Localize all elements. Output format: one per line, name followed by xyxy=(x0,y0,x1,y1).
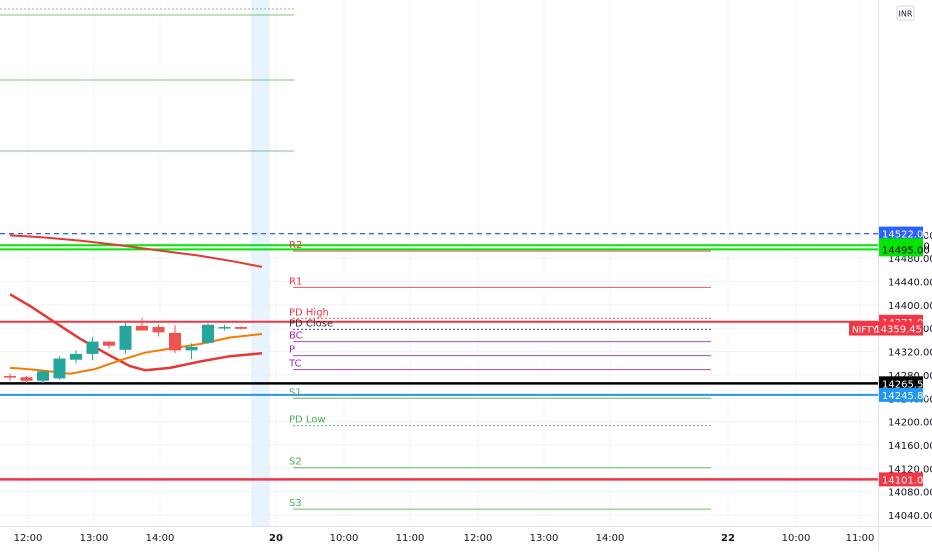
price-tag-label: 14495.00 xyxy=(882,245,930,256)
price-tag-bg xyxy=(879,226,923,241)
y-tick-label: 14200.00 xyxy=(888,418,932,429)
candle-body xyxy=(235,327,247,329)
candlesticks[interactable] xyxy=(4,317,247,384)
price-tags: 14522.0014502.0014495.0014371.0014265.55… xyxy=(849,226,930,487)
pivot-level-label: R2 xyxy=(289,240,302,251)
grid xyxy=(0,0,878,526)
price-tag: 14265.55 xyxy=(879,376,930,391)
price-tag-bg xyxy=(879,242,923,257)
candle-body xyxy=(103,341,115,346)
pivot-level-label: P xyxy=(289,345,295,356)
candle-body xyxy=(53,358,66,379)
price-tag-label: 14245.80 xyxy=(882,391,930,402)
x-tick-label: 13:00 xyxy=(530,533,559,544)
x-tick-label: 14:00 xyxy=(596,533,625,544)
candle-body xyxy=(4,376,16,378)
candle-body xyxy=(136,325,148,331)
price-tag-bg xyxy=(879,387,923,402)
pivot-level-label: PD Close xyxy=(289,318,333,329)
x-tick-label: 12:00 xyxy=(464,533,493,544)
candle-body xyxy=(37,371,49,381)
price-tag: 14522.00 xyxy=(879,226,930,241)
candle[interactable] xyxy=(218,324,231,331)
price-tag-label: 14101.00 xyxy=(882,475,930,486)
time-axis[interactable]: 12:00 13:00 14:00 20 10:00 11:00 12:00 13:00 14:… xyxy=(14,533,875,544)
pivot-level-label: PD High xyxy=(289,307,329,318)
x-tick-label: 10:00 xyxy=(782,533,811,544)
y-tick-label: 14120.00 xyxy=(888,464,932,475)
symbol-price-tag-bg xyxy=(849,321,923,336)
pivot-level-label: TC xyxy=(288,359,302,370)
y-tick-label: 14400.00 xyxy=(888,301,932,312)
x-tick-label: 12:00 xyxy=(14,533,43,544)
candle-body xyxy=(20,377,33,381)
candle[interactable] xyxy=(53,356,66,380)
session-break-highlight xyxy=(251,0,270,526)
y-tick-label: 14320.00 xyxy=(888,348,932,359)
x-tick-label: 11:00 xyxy=(846,533,875,544)
candle[interactable] xyxy=(86,336,99,361)
candle-body xyxy=(218,327,231,329)
price-tag: 14245.80 xyxy=(879,387,930,402)
pivot-level-label: S2 xyxy=(289,457,302,468)
y-tick-label: 14160.00 xyxy=(888,441,932,452)
candle[interactable] xyxy=(37,370,49,384)
currency-label: INR xyxy=(899,10,913,19)
candle[interactable] xyxy=(4,373,16,381)
x-tick-label: 20 xyxy=(269,533,283,544)
candle[interactable] xyxy=(235,326,247,330)
pivot-level-label: BC xyxy=(289,331,303,342)
price-tag: 14101.00 xyxy=(879,472,930,487)
y-tick-label: 14080.00 xyxy=(888,488,932,499)
candle-body xyxy=(152,327,165,333)
candle[interactable] xyxy=(152,324,165,337)
pivot-level-label: S3 xyxy=(289,498,302,509)
x-tick-label: 14:00 xyxy=(146,533,175,544)
pivot-level-label: S1 xyxy=(289,387,302,398)
y-tick-label: 14040.00 xyxy=(888,511,932,522)
y-tick-label: 14440.00 xyxy=(888,278,932,289)
candle-body xyxy=(70,353,82,360)
ma-line-slow xyxy=(9,234,263,268)
candle[interactable] xyxy=(20,376,33,384)
ma-line-medium xyxy=(9,293,263,372)
candle[interactable] xyxy=(119,322,132,354)
candle[interactable] xyxy=(202,323,214,344)
price-tag: 14495.00 xyxy=(879,242,930,257)
pivot-level-label: PD Low xyxy=(289,415,326,426)
price-tag-bg xyxy=(879,472,923,487)
candle[interactable] xyxy=(103,341,115,349)
candle-body xyxy=(169,332,181,351)
candle-body xyxy=(86,341,99,354)
candle[interactable] xyxy=(70,350,82,364)
candle-body xyxy=(119,325,132,350)
candle-body xyxy=(202,324,214,343)
symbol-last-price: 14359.45 xyxy=(874,325,922,336)
currency-badge[interactable]: INR xyxy=(896,5,915,21)
prior-session-lines xyxy=(0,8,294,152)
x-tick-label: 11:00 xyxy=(396,533,425,544)
candle[interactable] xyxy=(136,317,148,331)
price-tag-label: 14522.00 xyxy=(882,230,930,241)
pivot-level-label: R1 xyxy=(289,276,302,287)
candle[interactable] xyxy=(185,343,198,360)
candle[interactable] xyxy=(169,325,181,354)
x-tick-label: 10:00 xyxy=(330,533,359,544)
candle-body xyxy=(185,346,198,351)
price-tag-bg xyxy=(879,376,923,391)
symbol-name: NIFTY xyxy=(852,326,878,336)
x-tick-label: 22 xyxy=(721,533,735,544)
y-tick-label: 14480.00 xyxy=(888,254,932,265)
price-tag-label: 14265.55 xyxy=(882,379,930,390)
x-tick-label: 13:00 xyxy=(80,533,109,544)
